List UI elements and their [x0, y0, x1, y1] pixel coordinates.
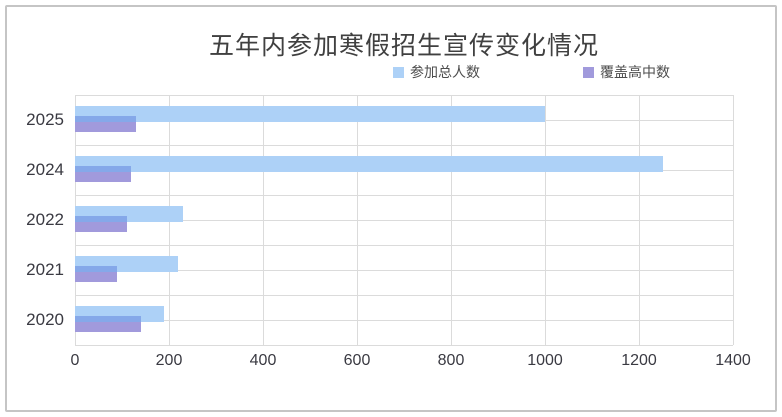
x-axis-tick-1400: 1400 — [715, 352, 751, 369]
y-axis-label-2020: 2020 — [26, 310, 64, 329]
plot-area — [75, 95, 734, 346]
y-axis-label-2024: 2024 — [26, 160, 64, 179]
gridline-horizontal — [75, 95, 733, 96]
legend-item-schools[interactable]: 覆盖高中数 — [583, 62, 670, 82]
legend-swatch-blue-icon — [393, 66, 404, 78]
legend-label-participants: 参加总人数 — [410, 64, 480, 80]
x-axis-tick-1000: 1000 — [527, 352, 563, 369]
x-axis-tick-600: 600 — [343, 352, 371, 369]
y-axis-label-2025: 2025 — [26, 110, 64, 129]
bar-participants-2025 — [75, 106, 545, 122]
gridline-vertical — [733, 95, 734, 345]
bar-schools-2024 — [75, 166, 132, 182]
x-axis-tick-0: 0 — [70, 352, 80, 369]
gridline-horizontal — [75, 295, 733, 296]
x-axis-tick-400: 400 — [249, 352, 277, 369]
legend-item-participants[interactable]: 参加总人数 — [393, 62, 480, 82]
gridline-horizontal — [75, 270, 733, 271]
bar-schools-2022 — [75, 216, 127, 232]
bar-participants-2024 — [75, 156, 663, 172]
gridline-horizontal — [75, 220, 733, 221]
gridline-horizontal — [75, 145, 733, 146]
chart-legend: 参加总人数 覆盖高中数 — [0, 62, 782, 80]
x-axis-tick-1200: 1200 — [621, 352, 657, 369]
legend-swatch-purple-icon — [583, 66, 594, 78]
gridline-horizontal — [75, 345, 733, 346]
gridline-horizontal — [75, 195, 733, 196]
legend-label-schools: 覆盖高中数 — [600, 64, 670, 80]
gridline-horizontal — [75, 245, 733, 246]
chart-title: 五年内参加寒假招生宣传变化情况 — [208, 32, 599, 60]
bar-schools-2025 — [75, 116, 137, 132]
y-axis-label-2022: 2022 — [26, 210, 64, 229]
y-axis-label-2021: 2021 — [26, 260, 64, 279]
x-axis-tick-200: 200 — [155, 352, 183, 369]
gridline-horizontal — [75, 320, 733, 321]
x-axis-tick-800: 800 — [437, 352, 465, 369]
bar-schools-2020 — [75, 316, 141, 332]
bar-schools-2021 — [75, 266, 118, 282]
